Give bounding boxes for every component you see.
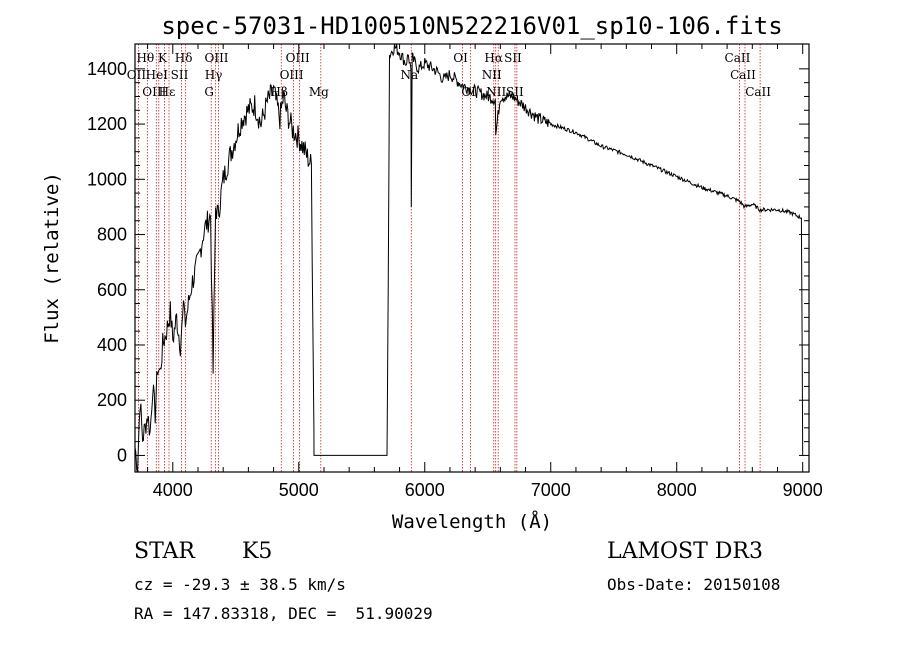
x-axis-label: Wavelength (Å) bbox=[392, 510, 552, 533]
object-type: STAR bbox=[134, 539, 195, 564]
object-subclass: K5 bbox=[242, 539, 273, 564]
y-tick-label: 600 bbox=[97, 280, 127, 300]
y-axis-ticks: 0 200 400 600 800 1000 1200 1400 bbox=[87, 59, 809, 465]
spectral-line-markers bbox=[138, 44, 761, 472]
redshift-cz: cz = -29.3 ± 38.5 km/s bbox=[134, 575, 346, 594]
spectral-line-label: Hα bbox=[484, 51, 503, 65]
spectral-line-label: OIII bbox=[204, 51, 228, 65]
spectral-line-label: HeI bbox=[146, 68, 169, 82]
x-tick-label: 8000 bbox=[657, 480, 697, 500]
chart-title: spec-57031-HD100510N522216V01_sp10-106.f… bbox=[161, 12, 782, 40]
x-tick-label: 6000 bbox=[405, 480, 445, 500]
spectral-line-label: Hγ bbox=[205, 68, 223, 82]
spectral-line-label: SII bbox=[171, 68, 189, 82]
x-axis-ticks: 4000 5000 6000 7000 8000 9000 bbox=[147, 44, 823, 500]
spectral-line-label: OII bbox=[127, 68, 147, 82]
y-tick-label: 400 bbox=[97, 335, 127, 355]
spectral-line-label: K bbox=[158, 51, 168, 65]
spectral-line-label: OI bbox=[453, 51, 468, 65]
spectral-line-label: Na bbox=[400, 68, 418, 82]
spectral-line-label: NII bbox=[482, 68, 502, 82]
y-tick-label: 1400 bbox=[87, 59, 127, 79]
spectral-line-label: OIII bbox=[142, 85, 166, 99]
x-tick-label: 9000 bbox=[783, 480, 823, 500]
coordinates: RA = 147.83318, DEC = 51.90029 bbox=[134, 604, 433, 623]
spectral-line-label: Mg bbox=[309, 85, 329, 99]
y-tick-label: 1000 bbox=[87, 169, 127, 189]
y-tick-label: 200 bbox=[97, 390, 127, 410]
spectral-line-label: G bbox=[204, 85, 214, 99]
spectral-line-label: CaII bbox=[730, 68, 756, 82]
flux-series-line bbox=[135, 44, 804, 472]
x-tick-label: 4000 bbox=[153, 480, 193, 500]
y-tick-label: 0 bbox=[117, 445, 127, 465]
obs-date: Obs-Date: 20150108 bbox=[607, 575, 781, 594]
spectral-line-label: SII bbox=[504, 51, 522, 65]
spectral-line-label: CaII bbox=[725, 51, 751, 65]
survey-name: LAMOST DR3 bbox=[607, 539, 763, 564]
spectral-line-label: CaII bbox=[745, 85, 771, 99]
y-tick-label: 1200 bbox=[87, 114, 127, 134]
spectral-line-label: NII bbox=[486, 85, 506, 99]
x-tick-label: 7000 bbox=[531, 480, 571, 500]
spectral-line-label: Hδ bbox=[175, 51, 193, 65]
y-axis-label: Flux (relative) bbox=[41, 172, 63, 344]
y-tick-label: 800 bbox=[97, 225, 127, 245]
spectral-line-label: OIII bbox=[280, 68, 304, 82]
spectral-line-label: Hε bbox=[159, 85, 176, 99]
plot-frame bbox=[134, 43, 810, 473]
x-tick-label: 5000 bbox=[279, 480, 319, 500]
spectral-line-label: Hθ bbox=[136, 51, 154, 65]
flux-series-group bbox=[135, 44, 804, 472]
spectral-line-label: OIII bbox=[286, 51, 310, 65]
